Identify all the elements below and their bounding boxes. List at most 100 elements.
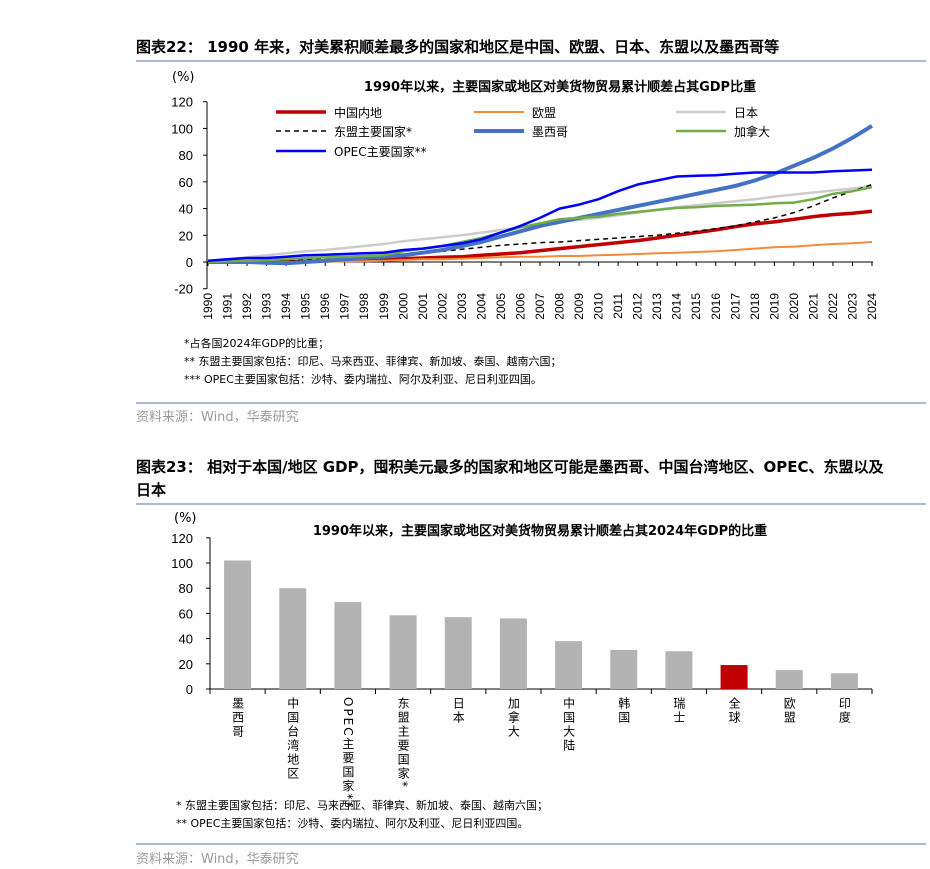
figure23-heading-line1: 图表23： 相对于本国/地区 GDP，囤积美元最多的国家和地区可能是墨西哥、中国… xyxy=(136,458,884,476)
chart1-x-tick-label: 2016 xyxy=(709,293,723,320)
chart1-x-tick-label: 2020 xyxy=(787,293,801,320)
chart2-category-label: 加拿大 xyxy=(506,697,521,739)
chart1-legend-label: 墨西哥 xyxy=(532,125,569,139)
chart2-bar xyxy=(444,617,472,689)
chart1-x-tick-label: 2002 xyxy=(435,293,449,320)
chart1-legend-label: 中国内地 xyxy=(334,106,383,120)
divider xyxy=(136,402,926,404)
chart1-x-tick-label: 2017 xyxy=(728,293,742,320)
chart1-x-tick-label: 2021 xyxy=(806,293,820,320)
chart2-title: 1990年以来，主要国家或地区对美货物贸易累计顺差占其2024年GDP的比重 xyxy=(312,524,768,539)
chart1-x-tick-label: 1990 xyxy=(201,293,215,320)
chart1-x-tick-label: 2005 xyxy=(494,293,508,320)
chart2-category-label: 墨西哥 xyxy=(230,697,245,739)
chart2-bar xyxy=(224,560,252,689)
chart1-note-2: ** 东盟主要国家包括：印尼、马来西亚、菲律宾、新加坡、泰国、越南六国； xyxy=(184,355,562,368)
chart2-category-label: 中国大陆 xyxy=(561,697,576,753)
chart1-x-tick-label: 1995 xyxy=(299,293,313,320)
chart2-y-tick-label: 100 xyxy=(171,556,193,571)
chart1-x-tick-label: 2011 xyxy=(611,293,625,319)
chart1-y-tick-label: -20 xyxy=(174,282,193,297)
chart1-x-tick-label: 2001 xyxy=(416,293,430,320)
chart2-note-1: * 东盟主要国家包括：印尼、马来西亚、菲律宾、新加坡、泰国、越南六国； xyxy=(176,799,548,812)
chart1-y-tick-label: 0 xyxy=(186,255,193,270)
chart1-x-tick-label: 2024 xyxy=(865,293,879,320)
chart2-bar xyxy=(499,618,527,689)
chart1-x-tick-label: 1993 xyxy=(260,293,274,320)
chart2-bar xyxy=(279,588,307,689)
chart2-y-tick-label: 40 xyxy=(179,632,193,647)
divider xyxy=(136,60,926,62)
chart1-legend-label: 日本 xyxy=(734,106,759,120)
chart1-x-tick-label: 2003 xyxy=(455,293,469,320)
chart2-category-label: 中国台湾地区 xyxy=(285,697,300,781)
figure23-heading-line2: 日本 xyxy=(136,481,167,499)
chart1-legend-label: 欧盟 xyxy=(532,106,557,120)
chart2-bar xyxy=(665,651,693,689)
chart1-x-tick-label: 1999 xyxy=(377,293,391,320)
chart1-series-line xyxy=(208,124,874,266)
chart1-x-tick-label: 2012 xyxy=(631,293,645,320)
figure22-heading: 图表22： 1990 年来，对美累积顺差最多的国家和地区是中国、欧盟、日本、东盟… xyxy=(136,38,780,56)
chart1-title: 1990年以来，主要国家或地区对美货物贸易累计顺差占其GDP比重 xyxy=(363,80,757,95)
chart2-category-label: 日本 xyxy=(451,697,466,725)
chart1-x-tick-label: 1991 xyxy=(221,293,235,320)
chart2-note-2: ** OPEC主要国家包括：沙特、委内瑞拉、阿尔及利亚、尼日利亚四国。 xyxy=(176,817,529,830)
divider xyxy=(136,503,926,505)
chart2-y-tick-label: 60 xyxy=(179,606,193,621)
chart1-unit: (%) xyxy=(172,70,195,85)
chart1-x-tick-label: 2023 xyxy=(845,293,859,320)
chart1-x-tick-label: 2009 xyxy=(572,293,586,320)
chart1-x-tick-label: 1998 xyxy=(357,293,371,320)
chart1-y-tick-label: 40 xyxy=(179,202,193,217)
chart1-x-tick-label: 2008 xyxy=(553,293,567,320)
chart1-y-tick-label: 60 xyxy=(179,175,193,190)
chart1-x-tick-label: 2006 xyxy=(513,293,527,320)
chart2-unit: (%) xyxy=(174,511,197,526)
chart2-bar xyxy=(830,673,858,689)
chart1-x-tick-label: 2007 xyxy=(533,293,547,320)
chart2-y-tick-label: 80 xyxy=(179,581,193,596)
chart1-legend-label: 东盟主要国家* xyxy=(334,125,413,139)
chart1-x-tick-label: 2015 xyxy=(689,293,703,320)
chart2-category-label: 欧盟 xyxy=(782,697,797,725)
chart1-legend-label: 加拿大 xyxy=(734,125,771,139)
chart1-y-tick-label: 100 xyxy=(171,121,193,136)
chart2-category-label: 韩国 xyxy=(616,697,631,725)
chart2-category-label: OPEC主要国家** xyxy=(340,697,355,810)
chart2-y-tick-label: 20 xyxy=(179,657,193,672)
figure23-source: 资料来源：Wind，华泰研究 xyxy=(136,852,299,867)
figure22-source: 资料来源：Wind，华泰研究 xyxy=(136,410,299,425)
chart2-bar xyxy=(555,641,583,689)
chart1-note-1: *占各国2024年GDP的比重； xyxy=(184,337,330,350)
divider xyxy=(136,843,926,845)
chart2-y-tick-label: 120 xyxy=(171,531,193,546)
chart2-category-label: 印度 xyxy=(837,697,852,725)
chart2-bar xyxy=(775,670,803,689)
chart1-x-tick-label: 1996 xyxy=(318,293,332,320)
chart1-y-tick-label: 80 xyxy=(179,148,193,163)
chart1-x-tick-label: 2014 xyxy=(670,293,684,320)
chart1-x-tick-label: 2010 xyxy=(592,293,606,320)
chart2-bar xyxy=(610,649,638,689)
chart1-legend-label: OPEC主要国家** xyxy=(334,145,427,159)
chart1-x-tick-label: 2004 xyxy=(474,293,488,320)
chart1-note-3: *** OPEC主要国家包括：沙特、委内瑞拉、阿尔及利亚、尼日利亚四国。 xyxy=(184,373,542,386)
chart1-x-tick-label: 2018 xyxy=(748,293,762,320)
chart1-y-tick-label: 20 xyxy=(179,228,193,243)
chart1-series-line xyxy=(207,168,873,262)
chart2-bar xyxy=(720,665,748,689)
chart1-x-tick-label: 1992 xyxy=(240,293,254,320)
chart1-x-tick-label: 1997 xyxy=(338,293,352,320)
chart1-series-line xyxy=(207,185,873,264)
chart1-x-tick-label: 2022 xyxy=(826,293,840,320)
chart2-category-label: 瑞士 xyxy=(671,697,686,725)
chart1-x-tick-label: 2019 xyxy=(767,293,781,320)
chart2-category-label: 东盟主要国家* xyxy=(396,697,411,789)
chart2-bar xyxy=(389,615,417,689)
chart1-x-tick-label: 2000 xyxy=(396,293,410,320)
chart2-category-label: 全球 xyxy=(727,697,742,725)
chart1-y-tick-label: 120 xyxy=(171,95,193,110)
chart2-y-tick-label: 0 xyxy=(186,682,193,697)
